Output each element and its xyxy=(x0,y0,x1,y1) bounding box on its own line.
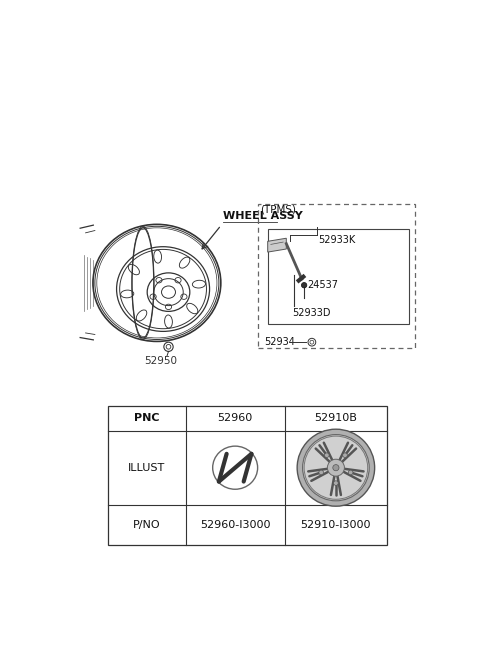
Circle shape xyxy=(304,436,368,499)
Text: P/NO: P/NO xyxy=(133,520,161,530)
Text: 52960: 52960 xyxy=(217,413,253,423)
Text: WHEEL ASSY: WHEEL ASSY xyxy=(223,212,302,221)
Circle shape xyxy=(327,459,345,476)
Bar xyxy=(108,406,387,545)
Bar xyxy=(268,229,409,324)
Text: 52910-I3000: 52910-I3000 xyxy=(300,520,371,530)
Text: 52933D: 52933D xyxy=(292,307,331,317)
Text: 24537: 24537 xyxy=(307,280,338,290)
Text: ILLUST: ILLUST xyxy=(128,463,166,472)
Text: 52933K: 52933K xyxy=(318,235,355,245)
Text: (TPMS): (TPMS) xyxy=(260,204,296,214)
Circle shape xyxy=(319,470,324,475)
Polygon shape xyxy=(268,238,286,252)
Circle shape xyxy=(334,481,338,486)
Circle shape xyxy=(343,453,348,457)
Circle shape xyxy=(333,464,339,471)
Circle shape xyxy=(301,283,307,288)
Text: 52950: 52950 xyxy=(144,355,177,366)
Text: PNC: PNC xyxy=(134,413,159,423)
Text: 52910B: 52910B xyxy=(314,413,357,423)
Text: 52960-I3000: 52960-I3000 xyxy=(200,520,270,530)
Circle shape xyxy=(324,453,329,457)
Bar xyxy=(258,204,415,348)
Text: 52934: 52934 xyxy=(264,337,295,347)
Circle shape xyxy=(348,470,353,475)
Circle shape xyxy=(297,429,375,506)
Circle shape xyxy=(302,434,369,501)
